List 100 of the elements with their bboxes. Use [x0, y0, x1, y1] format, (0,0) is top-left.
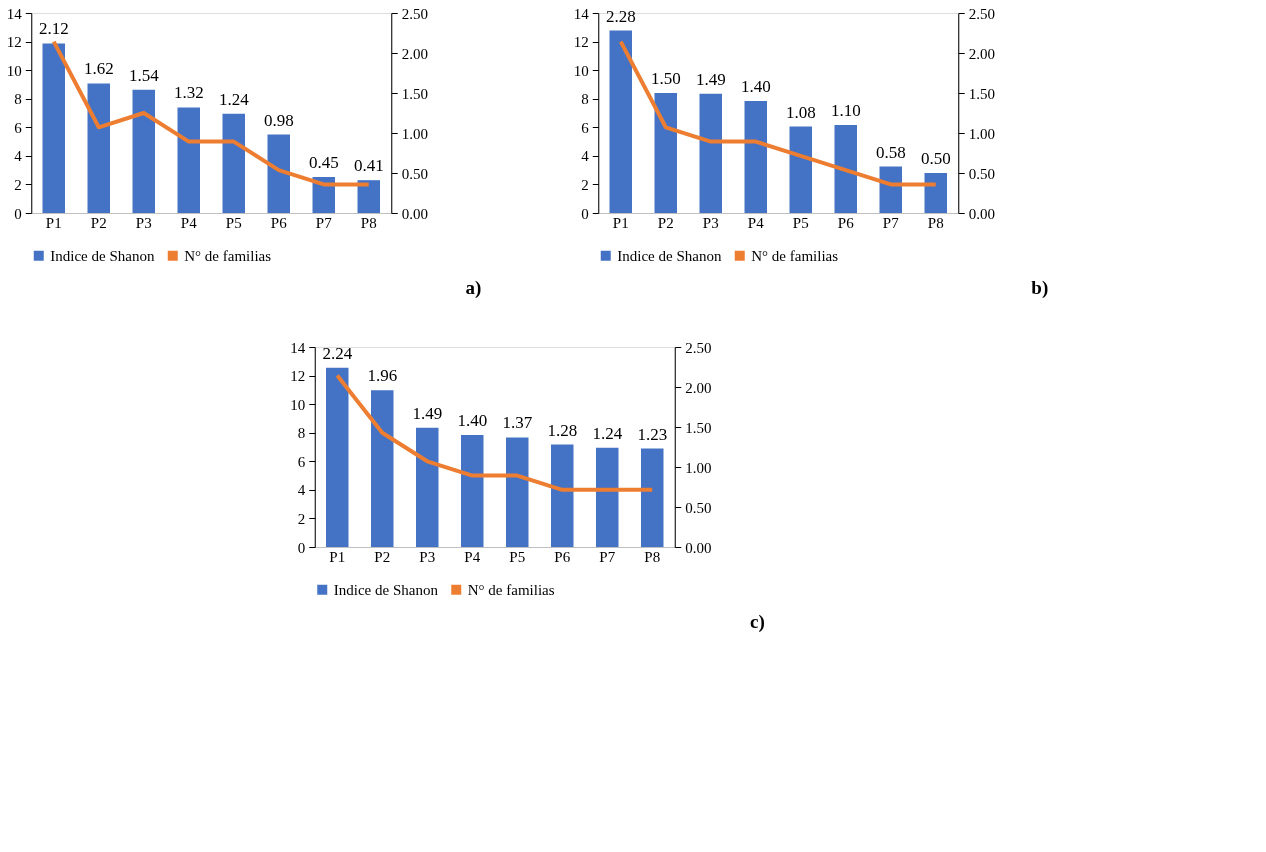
- x-tick-label: P7: [882, 214, 900, 231]
- x-tick-label: P3: [135, 214, 152, 231]
- y2-tick-label: 0.00: [968, 205, 995, 222]
- x-tick-label: P1: [612, 214, 629, 231]
- legend-label: Indice de Shanon: [333, 581, 439, 598]
- bar: [699, 93, 722, 213]
- data-label: 0.98: [263, 110, 294, 130]
- y2-tick-label: 1.00: [401, 125, 428, 142]
- y-tick-label: 6: [581, 119, 590, 136]
- y2-tick-label: 1.50: [401, 85, 428, 102]
- bar: [789, 126, 812, 213]
- text: b): [1031, 277, 1049, 299]
- bar: [357, 180, 380, 213]
- y-tick-label: 12: [573, 34, 589, 51]
- y2-tick-label: 0.50: [401, 165, 428, 182]
- data-label: 1.62: [83, 59, 114, 79]
- y-tick-label: 12: [6, 34, 22, 51]
- x-tick-label: P4: [747, 214, 765, 231]
- data-label: 1.24: [218, 89, 250, 109]
- data-label: 1.40: [457, 411, 488, 430]
- data-label: 2.28: [605, 6, 636, 26]
- data-label: 0.58: [875, 142, 906, 162]
- bar: [551, 444, 574, 547]
- data-label: 1.49: [412, 403, 443, 423]
- data-label: 1.24: [592, 423, 623, 443]
- bar: [416, 427, 439, 547]
- x-tick-label: P5: [225, 214, 242, 231]
- y-tick-label: 0: [581, 205, 589, 222]
- bar: [132, 89, 155, 213]
- x-tick-label: P6: [554, 548, 571, 565]
- y2-tick-label: 0.00: [685, 539, 712, 556]
- bar: [267, 134, 290, 213]
- y-tick-label: 4: [297, 482, 306, 499]
- x-tick-label: P1: [329, 548, 346, 565]
- text: a): [465, 277, 482, 299]
- y-tick-label: 12: [290, 368, 306, 385]
- y2-tick-label: 1.50: [685, 419, 712, 436]
- bar: [654, 93, 677, 213]
- data-label: 2.24: [322, 343, 353, 363]
- data-label: 1.40: [740, 77, 771, 96]
- x-tick-label: P6: [270, 214, 288, 231]
- y-tick-label: 14: [6, 5, 23, 22]
- y-tick-label: 6: [297, 453, 306, 470]
- data-label: 1.32: [173, 83, 204, 103]
- data-label: 1.50: [650, 69, 681, 88]
- x-tick-label: P8: [927, 214, 944, 231]
- y-tick-label: 0: [14, 205, 22, 222]
- y-tick-label: 6: [14, 119, 23, 136]
- x-tick-label: P3: [419, 548, 436, 565]
- bar: [744, 101, 767, 213]
- bar: [924, 173, 947, 213]
- y2-tick-label: 2.50: [685, 339, 712, 356]
- y-tick-label: 2: [297, 510, 306, 527]
- x-tick-label: P6: [837, 214, 855, 231]
- bar: [641, 448, 664, 547]
- data-label: 1.96: [367, 366, 398, 386]
- y-tick-label: 14: [290, 339, 306, 356]
- legend-label: N° de familias: [467, 581, 555, 598]
- x-tick-label: P4: [464, 548, 481, 565]
- y-tick-label: 10: [573, 62, 589, 79]
- bar: [834, 125, 857, 213]
- x-tick-label: P2: [657, 214, 674, 231]
- y-tick-label: 2: [14, 176, 22, 193]
- x-tick-label: P3: [702, 214, 719, 231]
- x-tick-label: P5: [509, 548, 526, 565]
- text: c): [749, 611, 765, 633]
- bar: [596, 447, 619, 547]
- y2-tick-label: 0.00: [401, 205, 428, 222]
- y-tick-label: 10: [6, 62, 22, 79]
- legend-label: Indice de Shanon: [617, 247, 722, 264]
- y2-tick-label: 0.50: [685, 499, 712, 516]
- y2-tick-label: 2.00: [685, 379, 712, 396]
- y2-tick-label: 0.50: [968, 165, 995, 182]
- y2-tick-label: 2.00: [968, 45, 995, 62]
- data-label: 1.10: [830, 101, 861, 120]
- x-tick-label: P7: [599, 548, 616, 565]
- data-label: 0.50: [920, 149, 951, 168]
- bar: [326, 367, 349, 547]
- y2-tick-label: 2.00: [401, 45, 428, 62]
- legend-label: N° de familias: [184, 247, 272, 264]
- x-tick-label: P5: [792, 214, 809, 231]
- data-label: 2.12: [38, 19, 69, 39]
- bar: [222, 113, 245, 213]
- y2-tick-label: 1.00: [968, 125, 995, 142]
- x-tick-label: P1: [45, 214, 62, 231]
- x-tick-label: P2: [374, 548, 391, 565]
- y-tick-label: 8: [297, 425, 306, 442]
- y-tick-label: 8: [14, 91, 22, 108]
- y2-tick-label: 1.50: [968, 85, 995, 102]
- y-tick-label: 2: [581, 176, 589, 193]
- y-tick-label: 4: [14, 148, 23, 165]
- y-tick-label: 14: [573, 5, 590, 22]
- x-tick-label: P7: [315, 214, 333, 231]
- data-label: 1.49: [695, 69, 726, 89]
- y-tick-label: 8: [581, 91, 589, 108]
- data-label: 1.54: [128, 65, 160, 85]
- x-tick-label: P4: [180, 214, 198, 231]
- bar: [506, 437, 529, 547]
- y-tick-label: 10: [290, 396, 306, 413]
- data-label: 0.41: [353, 156, 384, 176]
